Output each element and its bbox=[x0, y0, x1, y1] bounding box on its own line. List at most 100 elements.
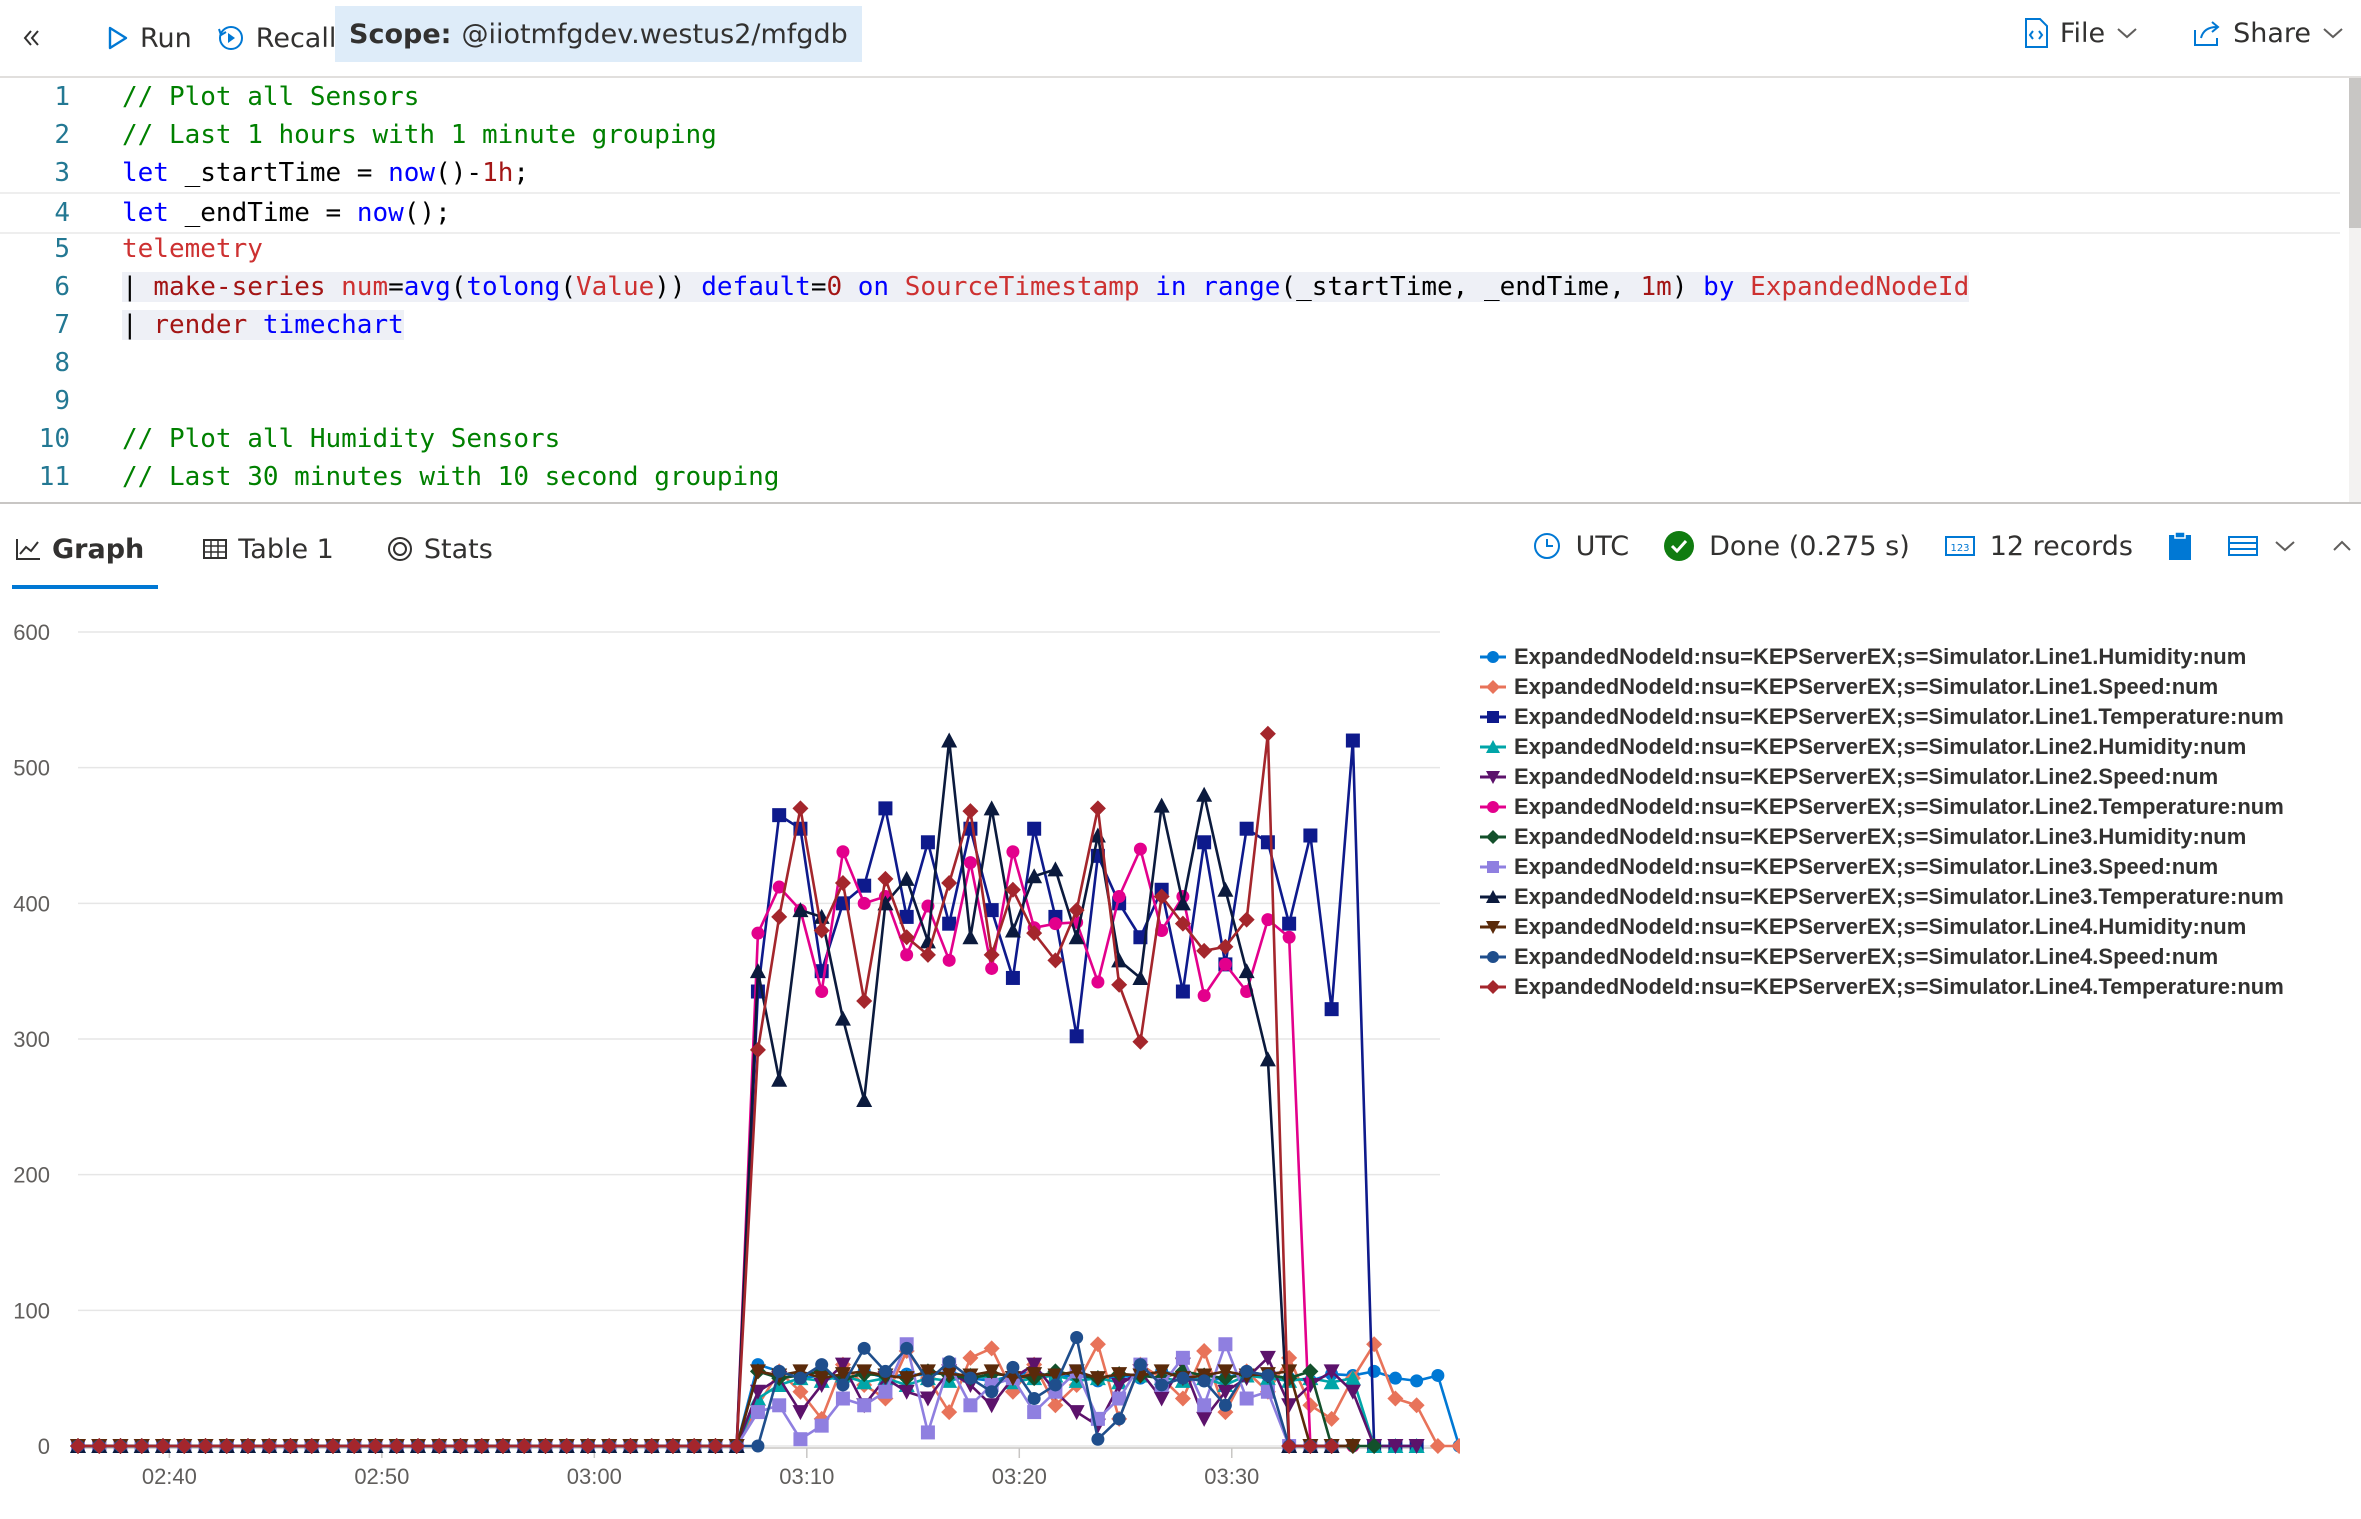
scope-selector[interactable]: Scope: @iiotmfgdev.westus2/mfgdb bbox=[335, 6, 862, 62]
legend-item[interactable]: ExpandedNodeId:nsu=KEPServerEX;s=Simulat… bbox=[1478, 942, 2358, 972]
chevron-down-icon bbox=[2323, 28, 2343, 39]
data-point bbox=[1261, 1368, 1275, 1382]
data-point bbox=[622, 1438, 639, 1454]
tab-table-1[interactable]: Table 1 bbox=[188, 509, 348, 589]
data-point bbox=[1004, 922, 1021, 938]
data-point bbox=[942, 1355, 956, 1369]
copy-button[interactable] bbox=[2167, 530, 2193, 562]
legend-item[interactable]: ExpandedNodeId:nsu=KEPServerEX;s=Simulat… bbox=[1478, 792, 2358, 822]
legend-swatch-icon bbox=[1480, 890, 1506, 903]
editor-line[interactable]: 9 bbox=[0, 382, 2340, 420]
x-tick-label: 02:40 bbox=[142, 1464, 197, 1489]
data-point bbox=[112, 1438, 129, 1454]
recall-icon bbox=[217, 26, 243, 50]
data-point bbox=[346, 1438, 363, 1454]
data-point bbox=[1302, 1397, 1319, 1414]
legend-item[interactable]: ExpandedNodeId:nsu=KEPServerEX;s=Simulat… bbox=[1478, 912, 2358, 942]
data-point bbox=[452, 1438, 469, 1454]
data-point bbox=[1047, 1397, 1064, 1414]
data-point bbox=[1196, 942, 1213, 959]
data-point bbox=[772, 808, 787, 823]
data-point bbox=[834, 874, 851, 891]
run-button[interactable]: Run bbox=[92, 10, 204, 66]
data-point bbox=[962, 929, 979, 945]
editor-line[interactable]: 3 let _startTime = now()-1h; bbox=[0, 154, 2340, 192]
results-tabs: Graph Table 1 Stats bbox=[0, 506, 2361, 592]
collapse-results-button[interactable] bbox=[2331, 536, 2353, 556]
data-point bbox=[983, 1364, 1000, 1380]
scope-label: Scope: bbox=[349, 18, 452, 50]
data-point bbox=[751, 926, 765, 940]
file-menu-button[interactable]: File bbox=[2010, 5, 2151, 61]
legend-item[interactable]: ExpandedNodeId:nsu=KEPServerEX;s=Simulat… bbox=[1478, 852, 2358, 882]
legend-item[interactable]: ExpandedNodeId:nsu=KEPServerEX;s=Simulat… bbox=[1478, 972, 2358, 1002]
legend-item[interactable]: ExpandedNodeId:nsu=KEPServerEX;s=Simulat… bbox=[1478, 642, 2358, 672]
data-point bbox=[558, 1438, 575, 1454]
data-point bbox=[176, 1438, 193, 1454]
y-tick-label: 500 bbox=[13, 756, 50, 781]
code-text: // Plot all Sensors bbox=[122, 82, 420, 112]
editor-line[interactable]: 8 bbox=[0, 344, 2340, 382]
legend-swatch-icon bbox=[1480, 861, 1506, 873]
data-point bbox=[1345, 733, 1360, 748]
editor-scrollbar-thumb[interactable] bbox=[2349, 78, 2361, 228]
data-point bbox=[834, 1357, 851, 1373]
data-point bbox=[1323, 1410, 1340, 1427]
editor-line[interactable]: 4 let _endTime = now(); bbox=[0, 192, 2340, 234]
data-point bbox=[1089, 800, 1106, 817]
editor-line[interactable]: 6 | make-series num=avg(tolong(Value)) de… bbox=[0, 268, 2340, 306]
data-point bbox=[963, 1398, 978, 1413]
share-menu-button[interactable]: Share bbox=[2179, 5, 2357, 61]
data-point bbox=[1259, 1350, 1276, 1366]
line-number: 4 bbox=[54, 198, 70, 228]
data-point bbox=[1048, 1378, 1062, 1392]
data-point bbox=[983, 800, 1000, 816]
collapse-button[interactable] bbox=[6, 10, 56, 66]
svg-text:123: 123 bbox=[1950, 543, 1969, 554]
editor-line[interactable]: 7 | render timechart bbox=[0, 306, 2340, 344]
legend-item[interactable]: ExpandedNodeId:nsu=KEPServerEX;s=Simulat… bbox=[1478, 882, 2358, 912]
tab-stats[interactable]: Stats bbox=[372, 509, 507, 589]
editor-line[interactable]: 5 telemetry bbox=[0, 230, 2340, 268]
x-tick-label: 03:10 bbox=[779, 1464, 834, 1489]
data-point bbox=[963, 1371, 977, 1385]
layout-menu-button[interactable] bbox=[2227, 534, 2297, 558]
legend-item[interactable]: ExpandedNodeId:nsu=KEPServerEX;s=Simulat… bbox=[1478, 672, 2358, 702]
table-icon bbox=[203, 539, 228, 559]
data-point bbox=[1239, 821, 1254, 836]
data-point bbox=[1112, 1391, 1127, 1406]
data-point bbox=[941, 1367, 958, 1383]
legend-item[interactable]: ExpandedNodeId:nsu=KEPServerEX;s=Simulat… bbox=[1478, 762, 2358, 792]
data-point bbox=[1133, 1358, 1147, 1372]
legend-item[interactable]: ExpandedNodeId:nsu=KEPServerEX;s=Simulat… bbox=[1478, 732, 2358, 762]
legend-item[interactable]: ExpandedNodeId:nsu=KEPServerEX;s=Simulat… bbox=[1478, 822, 2358, 852]
data-point bbox=[813, 1371, 830, 1387]
x-tick-label: 02:50 bbox=[354, 1464, 409, 1489]
data-point bbox=[1344, 1370, 1361, 1386]
data-point bbox=[1239, 1391, 1254, 1406]
query-editor[interactable]: 1 // Plot all Sensors 2 // Last 1 hours wit… bbox=[0, 78, 2361, 504]
editor-line[interactable]: 11 // Last 30 minutes with 10 second grou… bbox=[0, 458, 2340, 496]
data-point bbox=[1281, 1364, 1298, 1380]
data-point bbox=[941, 874, 958, 891]
legend-label: ExpandedNodeId:nsu=KEPServerEX;s=Simulat… bbox=[1514, 704, 2284, 729]
data-point bbox=[1091, 975, 1105, 989]
editor-line[interactable]: 2 // Last 1 hours with 1 minute grouping bbox=[0, 116, 2340, 154]
data-point bbox=[1408, 1397, 1425, 1414]
data-point bbox=[1217, 938, 1234, 955]
clipboard-icon bbox=[2169, 531, 2191, 560]
editor-line[interactable]: 1 // Plot all Sensors bbox=[0, 78, 2340, 116]
data-point bbox=[1091, 1432, 1105, 1446]
data-point bbox=[1259, 725, 1276, 742]
data-point bbox=[1005, 970, 1020, 985]
timezone-label: UTC bbox=[1575, 530, 1630, 562]
recall-button[interactable]: Recall bbox=[204, 10, 349, 66]
data-point bbox=[1282, 916, 1297, 931]
tab-graph[interactable]: Graph bbox=[0, 509, 159, 589]
line-chart-icon bbox=[16, 539, 40, 560]
data-point bbox=[942, 953, 956, 967]
editor-line[interactable]: 10 // Plot all Humidity Sensors bbox=[0, 420, 2340, 458]
timezone-toggle[interactable]: UTC bbox=[1532, 530, 1630, 562]
data-point bbox=[1089, 1336, 1106, 1353]
legend-item[interactable]: ExpandedNodeId:nsu=KEPServerEX;s=Simulat… bbox=[1478, 702, 2358, 732]
